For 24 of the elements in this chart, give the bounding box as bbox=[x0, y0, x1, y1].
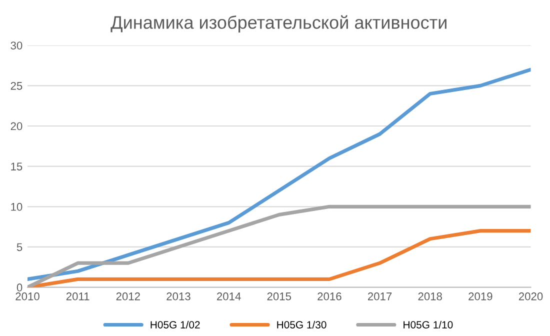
x-tick-label: 2016 bbox=[318, 292, 342, 300]
line-series bbox=[28, 204, 531, 288]
x-tick-label: 2010 bbox=[16, 292, 40, 300]
x-tick-label: 2015 bbox=[267, 292, 292, 300]
x-tick-label: 2020 bbox=[518, 292, 543, 300]
x-tick-label: 2012 bbox=[116, 292, 140, 300]
x-tick-label: 2013 bbox=[166, 292, 190, 300]
x-tick-label: 2014 bbox=[217, 292, 241, 300]
legend-label: H05G 1/02 bbox=[150, 320, 200, 328]
chart-title: Динамика изобретательской активности bbox=[110, 15, 446, 32]
legend-label: H05G 1/10 bbox=[404, 320, 453, 328]
y-tick-label: 10 bbox=[11, 202, 22, 211]
y-tick-label: 20 bbox=[10, 122, 22, 130]
y-tick-label: 15 bbox=[11, 162, 22, 170]
x-tick-label: 2011 bbox=[66, 292, 90, 300]
line-series bbox=[28, 68, 531, 282]
legend-label: H05G 1/30 bbox=[277, 320, 326, 328]
y-tick-label: 5 bbox=[16, 243, 22, 252]
x-tick-label: 2018 bbox=[418, 292, 442, 300]
y-tick-label: 0 bbox=[16, 284, 22, 292]
y-tick-label: 30 bbox=[10, 42, 22, 50]
x-tick-label: 2017 bbox=[368, 292, 392, 300]
y-tick-label: 25 bbox=[10, 82, 22, 90]
x-tick-label: 2019 bbox=[468, 292, 492, 300]
